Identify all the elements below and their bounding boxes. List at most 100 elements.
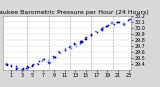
- Point: [110, 22, 113, 24]
- Point: [15, 67, 17, 69]
- Point: [5, 63, 8, 65]
- Point: [85, 39, 88, 40]
- Point: [54, 56, 56, 58]
- Point: [85, 37, 88, 38]
- Point: [68, 47, 70, 48]
- Point: [64, 50, 66, 51]
- Point: [110, 22, 112, 23]
- Point: [26, 66, 29, 67]
- Point: [16, 67, 18, 68]
- Point: [74, 44, 77, 45]
- Point: [52, 57, 54, 58]
- Point: [107, 25, 109, 26]
- Point: [84, 38, 86, 39]
- Point: [121, 24, 124, 25]
- Point: [100, 27, 103, 29]
- Point: [122, 23, 124, 24]
- Point: [73, 42, 76, 44]
- Point: [101, 27, 104, 28]
- Point: [106, 26, 108, 27]
- Point: [21, 70, 23, 71]
- Point: [128, 18, 131, 19]
- Point: [80, 41, 83, 42]
- Point: [48, 62, 50, 63]
- Point: [111, 22, 114, 23]
- Point: [128, 19, 130, 20]
- Point: [90, 33, 92, 35]
- Point: [25, 68, 28, 69]
- Point: [15, 68, 18, 69]
- Point: [90, 35, 93, 36]
- Point: [73, 43, 76, 45]
- Point: [123, 22, 126, 23]
- Point: [37, 63, 40, 64]
- Point: [54, 56, 56, 58]
- Point: [111, 22, 113, 23]
- Point: [36, 62, 38, 64]
- Point: [80, 40, 83, 42]
- Point: [117, 21, 119, 22]
- Point: [48, 61, 51, 62]
- Point: [116, 21, 119, 23]
- Point: [47, 61, 50, 63]
- Point: [57, 52, 60, 53]
- Point: [38, 61, 40, 62]
- Point: [89, 34, 92, 36]
- Point: [27, 66, 29, 68]
- Point: [6, 64, 8, 65]
- Point: [41, 59, 43, 60]
- Point: [100, 29, 102, 30]
- Point: [59, 52, 62, 54]
- Point: [42, 58, 44, 60]
- Point: [123, 24, 125, 25]
- Point: [9, 65, 12, 66]
- Point: [84, 38, 86, 40]
- Point: [122, 22, 124, 24]
- Point: [64, 48, 66, 50]
- Point: [105, 25, 107, 26]
- Point: [79, 40, 81, 41]
- Point: [27, 66, 29, 68]
- Point: [47, 59, 49, 61]
- Point: [94, 31, 96, 32]
- Point: [5, 64, 8, 65]
- Point: [69, 46, 72, 47]
- Point: [15, 67, 18, 68]
- Point: [126, 19, 129, 21]
- Point: [21, 68, 23, 70]
- Point: [101, 28, 103, 29]
- Point: [73, 43, 76, 45]
- Point: [80, 40, 83, 42]
- Point: [25, 69, 28, 70]
- Point: [117, 21, 120, 23]
- Point: [100, 29, 103, 30]
- Point: [32, 65, 34, 66]
- Point: [100, 28, 103, 30]
- Point: [41, 60, 43, 61]
- Point: [57, 51, 60, 52]
- Point: [22, 68, 24, 69]
- Point: [42, 59, 44, 60]
- Point: [20, 68, 23, 69]
- Point: [9, 64, 12, 66]
- Point: [22, 68, 24, 69]
- Title: Milwaukee Barometric Pressure per Hour (24 Hours): Milwaukee Barometric Pressure per Hour (…: [0, 10, 149, 15]
- Point: [31, 65, 33, 66]
- Point: [70, 47, 72, 49]
- Point: [75, 45, 78, 46]
- Point: [5, 62, 7, 64]
- Point: [20, 69, 22, 71]
- Point: [128, 18, 130, 19]
- Point: [51, 56, 54, 57]
- Point: [4, 63, 7, 64]
- Point: [53, 56, 56, 58]
- Point: [105, 25, 108, 26]
- Point: [112, 24, 115, 25]
- Point: [80, 41, 83, 43]
- Point: [25, 67, 27, 69]
- Point: [68, 46, 71, 47]
- Point: [15, 65, 18, 67]
- Point: [122, 24, 125, 25]
- Point: [9, 65, 12, 66]
- Point: [32, 63, 34, 64]
